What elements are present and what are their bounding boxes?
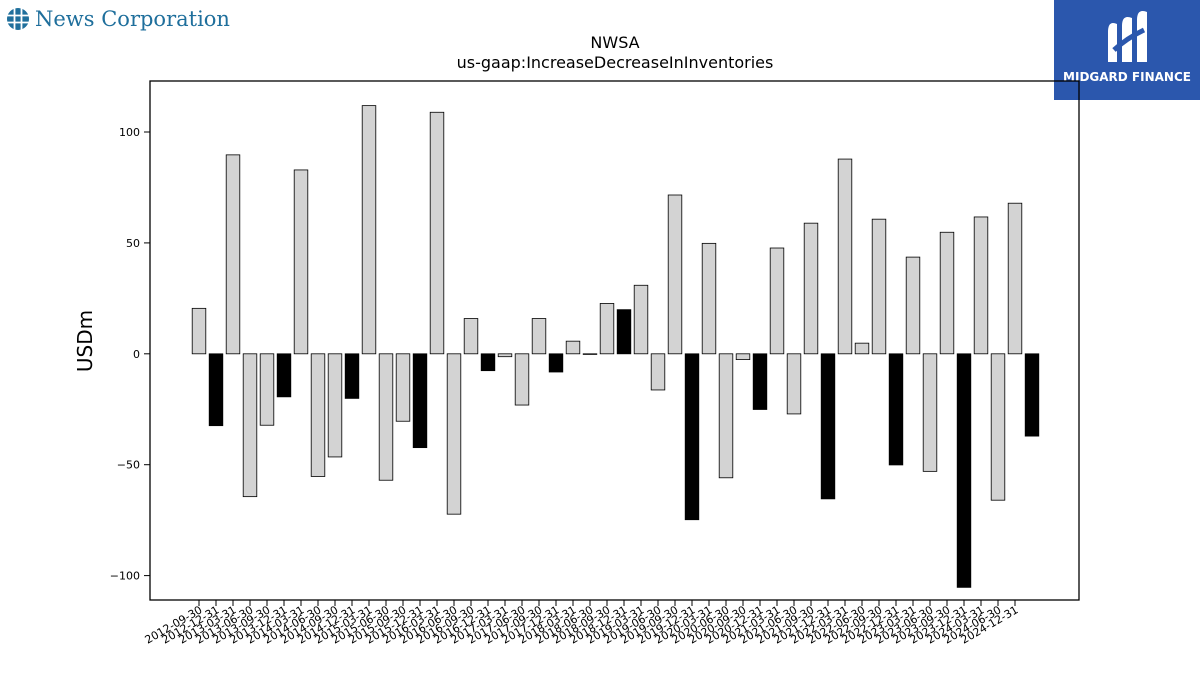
bar-2015-12-31 bbox=[412, 353, 428, 449]
bar-2022-09-30 bbox=[871, 218, 887, 355]
bar-2017-12-31 bbox=[548, 353, 564, 373]
bar-2017-03-31 bbox=[497, 353, 513, 358]
globe-icon bbox=[7, 8, 29, 30]
bar-2012-09-30 bbox=[191, 307, 207, 355]
bar-2017-06-30 bbox=[514, 353, 530, 406]
bar-2024-03-31 bbox=[973, 216, 989, 355]
bar-2018-09-30 bbox=[599, 303, 615, 355]
bar-2020-09-30 bbox=[735, 353, 751, 360]
bar-2013-06-30 bbox=[242, 353, 258, 498]
bar-2019-06-30 bbox=[650, 353, 666, 391]
bar-2018-06-30 bbox=[582, 353, 598, 355]
bar-2015-03-31 bbox=[361, 105, 377, 355]
bar-2022-06-30 bbox=[854, 342, 870, 355]
bar-2024-06-30 bbox=[990, 353, 1006, 501]
bar-2015-09-30 bbox=[395, 353, 411, 422]
y-tick-label: 0 bbox=[133, 348, 140, 361]
bar-2020-12-31 bbox=[752, 353, 768, 410]
bar-2023-03-31 bbox=[905, 256, 921, 355]
bar-2016-03-31 bbox=[429, 111, 445, 355]
bar-2021-09-30 bbox=[803, 222, 819, 355]
bar-2014-03-31 bbox=[293, 169, 309, 355]
bar-2015-06-30 bbox=[378, 353, 394, 481]
bar-2019-09-30 bbox=[667, 194, 683, 355]
bar-2018-03-31 bbox=[565, 340, 581, 355]
bars-layer bbox=[191, 105, 1040, 588]
bar-2021-06-30 bbox=[786, 353, 802, 415]
y-axis-ticks: −100 −50 0 50 100 bbox=[110, 126, 150, 583]
bar-2013-09-30 bbox=[259, 353, 275, 426]
bar-2016-09-30 bbox=[463, 318, 479, 355]
bar-2020-03-31 bbox=[701, 242, 717, 355]
bar-2024-09-30 bbox=[1007, 202, 1023, 355]
x-axis-ticks: 2012-09-302012-12-312013-03-312013-06-30… bbox=[143, 600, 1021, 647]
bar-2013-03-31 bbox=[225, 154, 241, 355]
bar-2019-12-31 bbox=[684, 353, 700, 521]
y-tick-label: 50 bbox=[126, 237, 140, 250]
bar-2023-06-30 bbox=[922, 353, 938, 472]
bar-2022-12-31 bbox=[888, 353, 904, 466]
chart-title: NWSA bbox=[590, 33, 639, 52]
y-tick-label: −50 bbox=[117, 459, 140, 472]
bar-2016-06-30 bbox=[446, 353, 462, 515]
bar-2014-09-30 bbox=[327, 353, 343, 458]
bar-2023-12-31 bbox=[956, 353, 972, 588]
bar-2023-09-30 bbox=[939, 231, 955, 355]
plot-frame bbox=[149, 80, 1080, 601]
midgard-finance-logo: MIDGARD FINANCE bbox=[1054, 0, 1200, 100]
news-corp-logo: News Corporation bbox=[6, 4, 230, 34]
bar-2021-12-31 bbox=[820, 353, 836, 500]
bar-2012-12-31 bbox=[208, 353, 224, 427]
bar-2016-12-31 bbox=[480, 353, 496, 372]
y-tick-label: −100 bbox=[110, 570, 140, 583]
y-tick-label: 100 bbox=[119, 126, 140, 139]
news-corp-logo-text: News Corporation bbox=[35, 7, 230, 31]
y-axis-label: USDm bbox=[73, 310, 97, 372]
bar-2014-12-31 bbox=[344, 353, 360, 399]
bar-2020-06-30 bbox=[718, 353, 734, 479]
bar-2014-06-30 bbox=[310, 353, 326, 477]
bar-2013-12-31 bbox=[276, 353, 292, 398]
bar-2021-03-31 bbox=[769, 247, 785, 355]
midgard-m-icon bbox=[1108, 11, 1147, 62]
bar-2024-12-31 bbox=[1024, 353, 1040, 437]
midgard-finance-logo-text: MIDGARD FINANCE bbox=[1063, 70, 1191, 84]
bar-2022-03-31 bbox=[837, 158, 853, 355]
bar-2017-09-30 bbox=[531, 318, 547, 355]
bar-2019-03-31 bbox=[633, 284, 649, 355]
bar-2018-12-31 bbox=[616, 309, 632, 355]
chart-subtitle: us-gaap:IncreaseDecreaseInInventories bbox=[457, 53, 774, 72]
